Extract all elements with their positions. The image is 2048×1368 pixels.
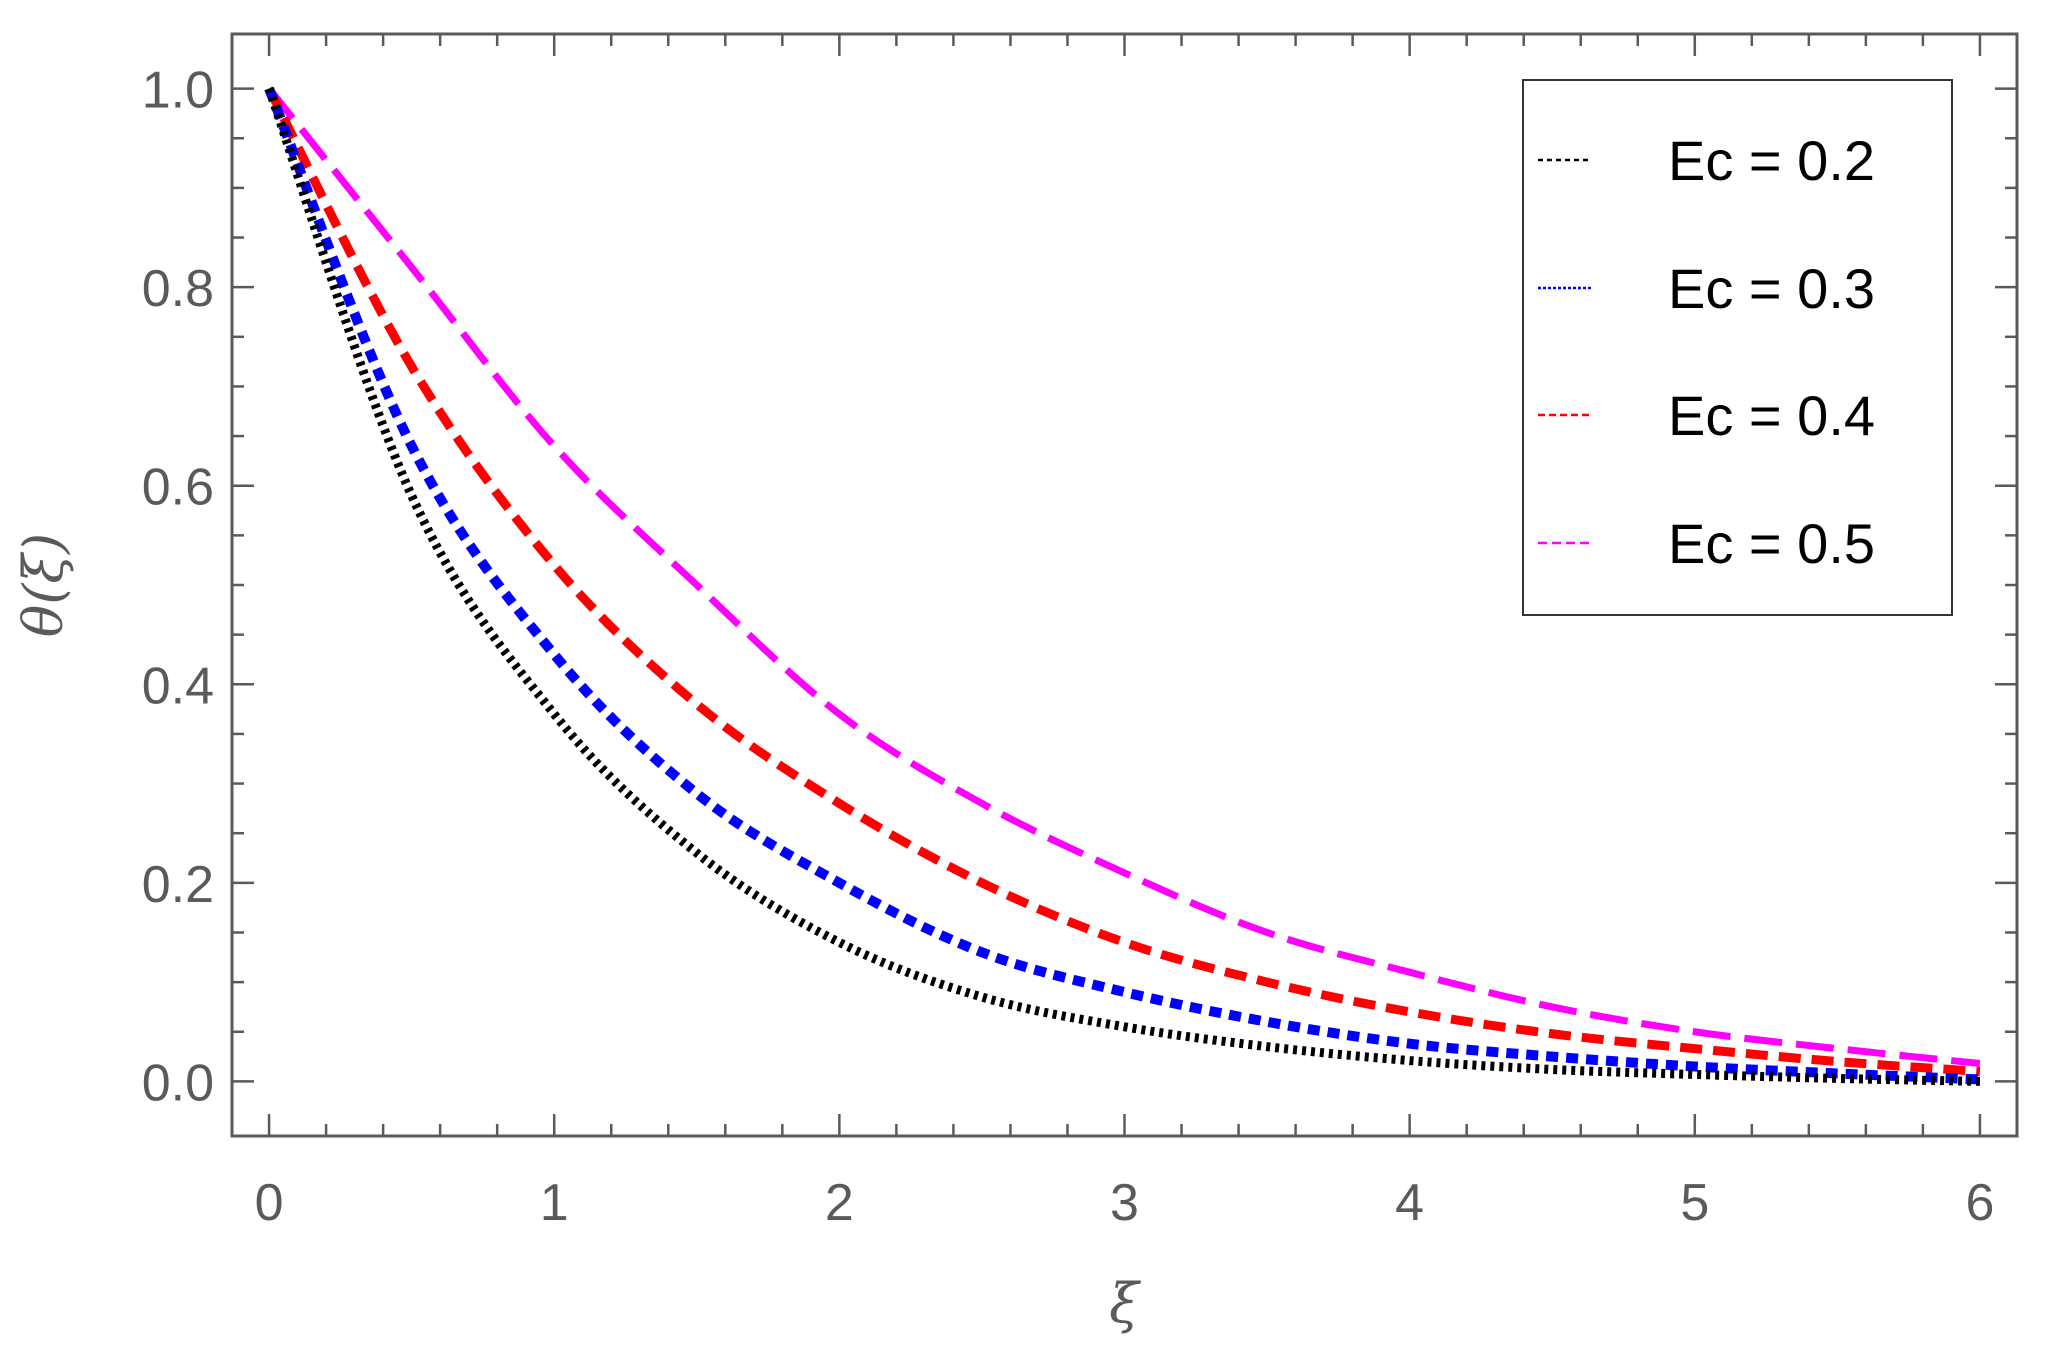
- x-tick-label: 2: [825, 1174, 854, 1232]
- y-tick-label: 0.8: [142, 260, 214, 318]
- x-tick-label: 0: [255, 1174, 284, 1232]
- series-lines: [264, 86, 1981, 1086]
- series-line-4: [266, 86, 1981, 1068]
- x-tick-label: 1: [540, 1174, 569, 1232]
- y-tick-label: 0.0: [142, 1054, 214, 1112]
- plot-frame: [230, 32, 2019, 1138]
- x-axis-label: ξ: [1109, 1272, 1141, 1335]
- x-tick-label: 6: [1965, 1174, 1994, 1232]
- y-tick-label: 0.6: [142, 459, 214, 517]
- x-tick-label: 4: [1395, 1174, 1424, 1232]
- y-tick-label: 0.4: [142, 657, 214, 715]
- axis-ticks: [232, 34, 2017, 1136]
- series-line-1: [264, 87, 1981, 1086]
- legend-entry-label: Ec = 0.4: [1668, 384, 1875, 447]
- legend-entry-label: Ec = 0.2: [1668, 129, 1875, 192]
- legend-entry-label: Ec = 0.5: [1668, 512, 1875, 575]
- y-tick-label: 1.0: [142, 62, 214, 120]
- legend-box: [1522, 79, 1953, 616]
- series-line-3: [265, 86, 1981, 1076]
- legend-entry-label: Ec = 0.3: [1668, 257, 1875, 320]
- x-tick-label: 5: [1680, 1174, 1709, 1232]
- y-axis-label: θ(ξ): [12, 533, 75, 637]
- series-line-2: [264, 86, 1981, 1085]
- y-tick-label: 0.2: [142, 856, 214, 914]
- x-tick-label: 3: [1110, 1174, 1139, 1232]
- tick-labels: 0 1 2 3 4 5 6 0.0 0.2 0.4 0.6 0.8 1.0: [142, 62, 1995, 1232]
- legend: Ec = 0.2 Ec = 0.3 Ec = 0.4 Ec = 0.5: [1522, 79, 1953, 616]
